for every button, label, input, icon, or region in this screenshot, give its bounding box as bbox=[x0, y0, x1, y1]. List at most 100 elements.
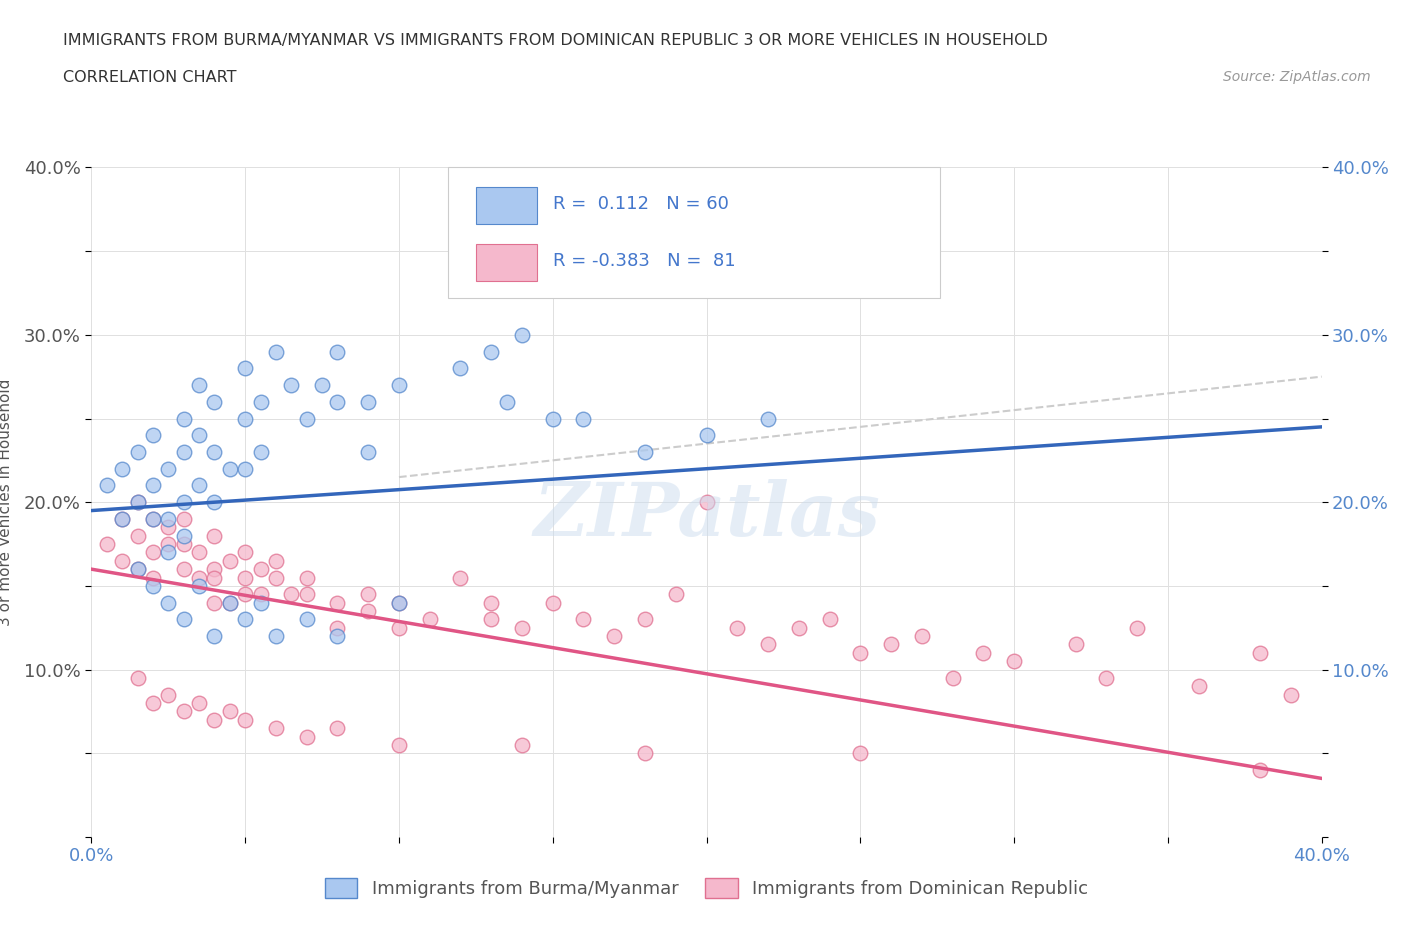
Point bbox=[142, 570, 165, 585]
Point bbox=[326, 629, 349, 644]
Point bbox=[157, 537, 180, 551]
Point bbox=[725, 620, 748, 635]
Point bbox=[202, 595, 225, 610]
Point bbox=[756, 411, 779, 426]
Point bbox=[233, 712, 256, 727]
Point bbox=[157, 687, 180, 702]
Point bbox=[696, 428, 718, 443]
Point bbox=[510, 327, 533, 342]
Point bbox=[202, 445, 225, 459]
Point bbox=[326, 721, 349, 736]
Point bbox=[295, 587, 318, 602]
Point bbox=[173, 411, 195, 426]
Point bbox=[249, 562, 271, 577]
Point bbox=[756, 637, 779, 652]
Point bbox=[188, 478, 211, 493]
Text: Source: ZipAtlas.com: Source: ZipAtlas.com bbox=[1223, 70, 1371, 84]
Point bbox=[96, 478, 118, 493]
Point bbox=[495, 394, 517, 409]
Y-axis label: 3 or more Vehicles in Household: 3 or more Vehicles in Household bbox=[0, 379, 13, 626]
Point bbox=[479, 612, 502, 627]
Point bbox=[541, 411, 564, 426]
Point bbox=[818, 260, 841, 275]
Point bbox=[96, 537, 118, 551]
Point bbox=[142, 512, 165, 526]
Point bbox=[1249, 645, 1271, 660]
Text: R = -0.383   N =  81: R = -0.383 N = 81 bbox=[553, 252, 735, 270]
Point bbox=[202, 495, 225, 510]
Point bbox=[218, 461, 240, 476]
Point bbox=[142, 428, 165, 443]
Point bbox=[218, 704, 240, 719]
Point bbox=[264, 570, 287, 585]
Point bbox=[634, 445, 657, 459]
Point bbox=[295, 411, 318, 426]
Point bbox=[127, 495, 149, 510]
Point bbox=[510, 737, 533, 752]
Point bbox=[111, 512, 134, 526]
Point bbox=[479, 595, 502, 610]
Point bbox=[849, 244, 872, 259]
Point bbox=[1279, 687, 1302, 702]
Legend: Immigrants from Burma/Myanmar, Immigrants from Dominican Republic: Immigrants from Burma/Myanmar, Immigrant… bbox=[318, 870, 1095, 905]
FancyBboxPatch shape bbox=[477, 244, 537, 281]
Point bbox=[202, 570, 225, 585]
Point bbox=[264, 629, 287, 644]
Point bbox=[233, 587, 256, 602]
Point bbox=[572, 612, 595, 627]
Point bbox=[202, 394, 225, 409]
Point bbox=[665, 587, 688, 602]
Point bbox=[264, 721, 287, 736]
Point bbox=[249, 587, 271, 602]
Point bbox=[142, 545, 165, 560]
Point bbox=[295, 612, 318, 627]
Point bbox=[188, 378, 211, 392]
Point bbox=[295, 570, 318, 585]
FancyBboxPatch shape bbox=[449, 167, 941, 298]
Point bbox=[1187, 679, 1209, 694]
Point bbox=[572, 411, 595, 426]
Point bbox=[233, 570, 256, 585]
Point bbox=[603, 629, 626, 644]
Point bbox=[818, 612, 841, 627]
Text: IMMIGRANTS FROM BURMA/MYANMAR VS IMMIGRANTS FROM DOMINICAN REPUBLIC 3 OR MORE VE: IMMIGRANTS FROM BURMA/MYANMAR VS IMMIGRA… bbox=[63, 33, 1047, 47]
Point bbox=[233, 461, 256, 476]
Point bbox=[218, 595, 240, 610]
Point bbox=[173, 445, 195, 459]
Point bbox=[249, 445, 271, 459]
Point bbox=[173, 512, 195, 526]
Point bbox=[849, 746, 872, 761]
Text: ZIPatlas: ZIPatlas bbox=[533, 479, 880, 551]
Point bbox=[696, 495, 718, 510]
Point bbox=[280, 587, 302, 602]
Point bbox=[157, 595, 180, 610]
Point bbox=[202, 629, 225, 644]
Point bbox=[173, 537, 195, 551]
Point bbox=[326, 620, 349, 635]
Point bbox=[249, 595, 271, 610]
Point bbox=[111, 553, 134, 568]
Point bbox=[202, 528, 225, 543]
Point bbox=[849, 645, 872, 660]
Point bbox=[419, 612, 441, 627]
Point bbox=[264, 553, 287, 568]
Point bbox=[357, 604, 380, 618]
Point bbox=[634, 746, 657, 761]
Point bbox=[541, 595, 564, 610]
Point bbox=[127, 562, 149, 577]
Point bbox=[233, 411, 256, 426]
Point bbox=[911, 629, 934, 644]
Point bbox=[233, 361, 256, 376]
Point bbox=[1095, 671, 1118, 685]
Point bbox=[157, 461, 180, 476]
Point bbox=[188, 578, 211, 593]
Point bbox=[202, 712, 225, 727]
Point bbox=[1249, 763, 1271, 777]
Point bbox=[357, 445, 380, 459]
Point bbox=[510, 620, 533, 635]
Point bbox=[218, 595, 240, 610]
Point bbox=[326, 344, 349, 359]
Point bbox=[173, 562, 195, 577]
Point bbox=[173, 495, 195, 510]
Point bbox=[388, 737, 411, 752]
